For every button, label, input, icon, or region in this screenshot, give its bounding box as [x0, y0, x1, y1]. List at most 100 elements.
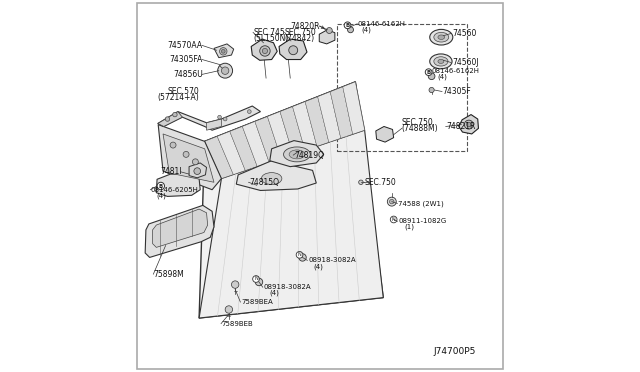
Polygon shape: [343, 82, 365, 134]
Polygon shape: [152, 209, 207, 247]
Polygon shape: [376, 126, 394, 142]
Text: B: B: [159, 183, 163, 189]
Polygon shape: [145, 205, 214, 257]
Polygon shape: [214, 44, 234, 58]
Polygon shape: [207, 119, 221, 130]
Text: (4): (4): [156, 193, 166, 199]
Circle shape: [326, 28, 332, 33]
Circle shape: [221, 67, 229, 74]
Polygon shape: [459, 115, 479, 134]
Text: 08918-3082A: 08918-3082A: [308, 257, 356, 263]
Polygon shape: [158, 125, 221, 190]
Circle shape: [429, 87, 434, 93]
Polygon shape: [330, 87, 353, 138]
Text: 74305F: 74305F: [443, 87, 472, 96]
Circle shape: [220, 48, 227, 55]
Ellipse shape: [289, 150, 305, 159]
Polygon shape: [236, 161, 316, 190]
Circle shape: [157, 182, 164, 190]
Text: (74842): (74842): [285, 34, 315, 43]
Polygon shape: [156, 174, 200, 196]
Polygon shape: [319, 30, 335, 44]
Polygon shape: [158, 112, 182, 126]
Text: 08918-3082A: 08918-3082A: [264, 284, 311, 290]
Circle shape: [289, 46, 298, 55]
Text: SEC.750: SEC.750: [285, 28, 316, 37]
Circle shape: [223, 117, 227, 121]
Circle shape: [344, 22, 351, 29]
Circle shape: [390, 199, 394, 204]
Text: SEC.750: SEC.750: [402, 118, 433, 126]
Text: SEC.570: SEC.570: [167, 87, 199, 96]
Text: 74560J: 74560J: [452, 58, 479, 67]
Polygon shape: [255, 116, 281, 163]
Circle shape: [260, 46, 270, 56]
Polygon shape: [217, 131, 245, 174]
Polygon shape: [280, 107, 305, 154]
Text: N: N: [392, 217, 396, 222]
Ellipse shape: [434, 32, 449, 42]
Text: 7589BEA: 7589BEA: [241, 299, 273, 305]
Text: 74821R: 74821R: [447, 122, 476, 131]
Polygon shape: [305, 97, 329, 146]
Circle shape: [218, 63, 232, 78]
Polygon shape: [199, 130, 383, 318]
Text: (57214+A): (57214+A): [157, 93, 199, 102]
Text: 74856U: 74856U: [173, 70, 203, 79]
Polygon shape: [292, 102, 317, 150]
Ellipse shape: [438, 35, 445, 39]
Ellipse shape: [429, 54, 452, 69]
Circle shape: [348, 27, 353, 33]
Text: B: B: [426, 70, 431, 75]
Text: 74570AA: 74570AA: [168, 41, 203, 50]
Text: (4): (4): [269, 290, 279, 296]
Text: 08146-6162H: 08146-6162H: [357, 21, 405, 27]
Polygon shape: [230, 126, 257, 170]
Polygon shape: [279, 39, 307, 60]
Circle shape: [170, 142, 176, 148]
Polygon shape: [199, 82, 383, 318]
Text: 7481I: 7481I: [160, 167, 182, 176]
Text: 74305FA: 74305FA: [170, 55, 203, 64]
Text: N: N: [298, 252, 301, 257]
Text: (74888M): (74888M): [402, 124, 438, 133]
Ellipse shape: [438, 60, 444, 64]
Polygon shape: [205, 82, 365, 179]
Circle shape: [299, 254, 306, 261]
Circle shape: [194, 168, 200, 174]
Circle shape: [183, 151, 189, 157]
Polygon shape: [270, 141, 324, 167]
Circle shape: [253, 276, 259, 282]
Text: SEC.745: SEC.745: [253, 28, 285, 37]
Circle shape: [390, 216, 397, 223]
Text: J74700P5: J74700P5: [434, 347, 476, 356]
Polygon shape: [189, 163, 207, 178]
Circle shape: [225, 306, 232, 313]
Text: 74815Q: 74815Q: [250, 178, 279, 187]
Circle shape: [425, 69, 432, 76]
Text: N: N: [254, 276, 258, 282]
Circle shape: [296, 251, 303, 258]
Circle shape: [358, 180, 363, 185]
Circle shape: [193, 159, 198, 165]
Polygon shape: [243, 122, 269, 167]
Ellipse shape: [284, 147, 310, 162]
Circle shape: [221, 49, 225, 53]
Circle shape: [465, 120, 473, 129]
Text: (4): (4): [362, 26, 372, 33]
Ellipse shape: [434, 57, 448, 66]
Text: 74560: 74560: [452, 29, 476, 38]
Text: 75898M: 75898M: [154, 270, 184, 279]
Polygon shape: [317, 92, 340, 142]
Circle shape: [262, 48, 268, 54]
Text: B: B: [346, 23, 349, 28]
Text: 7589BEB: 7589BEB: [222, 321, 253, 327]
Text: 74819Q: 74819Q: [294, 151, 324, 160]
Polygon shape: [158, 106, 260, 130]
Text: 74820R: 74820R: [291, 22, 320, 31]
Ellipse shape: [261, 173, 282, 185]
Text: 08146-6205H: 08146-6205H: [150, 187, 198, 193]
Circle shape: [387, 197, 396, 206]
Text: SEC.750: SEC.750: [365, 178, 396, 187]
Circle shape: [165, 117, 170, 121]
